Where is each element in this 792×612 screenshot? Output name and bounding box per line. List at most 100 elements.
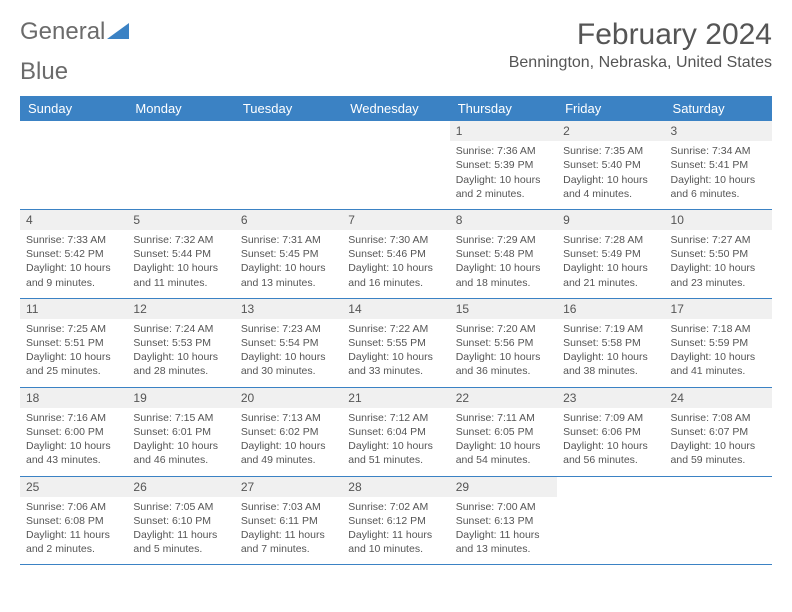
sunrise-text: Sunrise: 7:16 AM [26,411,121,425]
sunset-text: Sunset: 6:04 PM [348,425,443,439]
daylight-text: Daylight: 10 hours and 2 minutes. [456,173,551,201]
day-number-strip: 8 [450,210,557,230]
sunset-text: Sunset: 6:12 PM [348,514,443,528]
day-number: 25 [26,479,121,495]
day-number-strip: 21 [342,388,449,408]
day-cell: 26 Sunrise: 7:05 AMSunset: 6:10 PMDayligh… [127,477,234,565]
day-cell: 28Sunrise: 7:02 AMSunset: 6:12 PMDayligh… [342,477,449,565]
day-number: 10 [671,212,766,228]
sunset-text: Sunset: 5:40 PM [563,158,658,172]
day-number: 3 [671,123,766,139]
day-cell [235,121,342,209]
sunset-text: Sunset: 5:54 PM [241,336,336,350]
sunrise-text: Sunrise: 7:33 AM [26,233,121,247]
day-number: 17 [671,301,766,317]
sunset-text: Sunset: 5:59 PM [671,336,766,350]
daylight-text: Daylight: 10 hours and 18 minutes. [456,261,551,289]
title-block: February 2024 Bennington, Nebraska, Unit… [509,18,772,72]
sunset-text: Sunset: 5:51 PM [26,336,121,350]
brand-logo: General [20,18,129,46]
day-number: 11 [26,301,121,317]
day-number-strip: 29 [450,477,557,497]
daylight-text: Daylight: 11 hours and 5 minutes. [133,528,228,556]
sunset-text: Sunset: 5:48 PM [456,247,551,261]
sunrise-text: Sunrise: 7:28 AM [563,233,658,247]
day-number-strip: 11 [20,299,127,319]
daylight-text: Daylight: 10 hours and 41 minutes. [671,350,766,378]
day-cell: 18Sunrise: 7:16 AMSunset: 6:00 PMDayligh… [20,388,127,476]
day-number-strip: 23 [557,388,664,408]
day-cell: 15Sunrise: 7:20 AMSunset: 5:56 PMDayligh… [450,299,557,387]
day-number-strip: 4 [20,210,127,230]
sunset-text: Sunset: 6:11 PM [241,514,336,528]
daylight-text: Daylight: 10 hours and 56 minutes. [563,439,658,467]
sunrise-text: Sunrise: 7:13 AM [241,411,336,425]
daylight-text: Daylight: 10 hours and 43 minutes. [26,439,121,467]
day-number: 19 [133,390,228,406]
day-number: 29 [456,479,551,495]
day-number-strip: 12 [127,299,234,319]
logo-triangle-icon [107,23,129,39]
day-number: 26 [133,479,228,495]
day-number-strip: 20 [235,388,342,408]
sunrise-text: Sunrise: 7:32 AM [133,233,228,247]
day-number-strip: 25 [20,477,127,497]
daylight-text: Daylight: 10 hours and 9 minutes. [26,261,121,289]
sunset-text: Sunset: 5:42 PM [26,247,121,261]
sunset-text: Sunset: 5:56 PM [456,336,551,350]
day-cell: 6Sunrise: 7:31 AMSunset: 5:45 PMDaylight… [235,210,342,298]
day-number-strip [665,477,772,481]
sunrise-text: Sunrise: 7:05 AM [133,500,228,514]
dow-wednesday: Wednesday [342,96,449,121]
day-cell: 1Sunrise: 7:36 AMSunset: 5:39 PMDaylight… [450,121,557,209]
day-number: 22 [456,390,551,406]
sunrise-text: Sunrise: 7:35 AM [563,144,658,158]
sunset-text: Sunset: 5:55 PM [348,336,443,350]
day-number-strip: 18 [20,388,127,408]
calendar-week: 18Sunrise: 7:16 AMSunset: 6:00 PMDayligh… [20,388,772,477]
day-number: 20 [241,390,336,406]
sunset-text: Sunset: 6:08 PM [26,514,121,528]
day-cell: 5Sunrise: 7:32 AMSunset: 5:44 PMDaylight… [127,210,234,298]
day-number: 27 [241,479,336,495]
sunrise-text: Sunrise: 7:08 AM [671,411,766,425]
daylight-text: Daylight: 10 hours and 30 minutes. [241,350,336,378]
day-number-strip: 2 [557,121,664,141]
day-cell: 2Sunrise: 7:35 AMSunset: 5:40 PMDaylight… [557,121,664,209]
day-number: 9 [563,212,658,228]
day-cell: 17Sunrise: 7:18 AMSunset: 5:59 PMDayligh… [665,299,772,387]
day-number: 6 [241,212,336,228]
day-cell: 19Sunrise: 7:15 AMSunset: 6:01 PMDayligh… [127,388,234,476]
day-cell [557,477,664,565]
sunset-text: Sunset: 5:44 PM [133,247,228,261]
sunrise-text: Sunrise: 7:02 AM [348,500,443,514]
daylight-text: Daylight: 11 hours and 10 minutes. [348,528,443,556]
day-cell: 7Sunrise: 7:30 AMSunset: 5:46 PMDaylight… [342,210,449,298]
calendar-week: 1Sunrise: 7:36 AMSunset: 5:39 PMDaylight… [20,121,772,210]
calendar-body: 1Sunrise: 7:36 AMSunset: 5:39 PMDaylight… [20,121,772,565]
daylight-text: Daylight: 10 hours and 59 minutes. [671,439,766,467]
daylight-text: Daylight: 10 hours and 6 minutes. [671,173,766,201]
sunset-text: Sunset: 6:10 PM [133,514,228,528]
dow-friday: Friday [557,96,664,121]
day-cell: 3Sunrise: 7:34 AMSunset: 5:41 PMDaylight… [665,121,772,209]
day-number-strip: 1 [450,121,557,141]
daylight-text: Daylight: 10 hours and 54 minutes. [456,439,551,467]
sunset-text: Sunset: 5:58 PM [563,336,658,350]
day-number: 8 [456,212,551,228]
calendar-week: 25Sunrise: 7:06 AMSunset: 6:08 PMDayligh… [20,477,772,566]
sunset-text: Sunset: 6:01 PM [133,425,228,439]
day-cell: 16Sunrise: 7:19 AMSunset: 5:58 PMDayligh… [557,299,664,387]
daylight-text: Daylight: 10 hours and 23 minutes. [671,261,766,289]
daylight-text: Daylight: 10 hours and 49 minutes. [241,439,336,467]
day-number-strip [20,121,127,125]
day-number-strip: 13 [235,299,342,319]
daylight-text: Daylight: 10 hours and 25 minutes. [26,350,121,378]
day-number: 5 [133,212,228,228]
dow-monday: Monday [127,96,234,121]
dow-thursday: Thursday [450,96,557,121]
day-cell [127,121,234,209]
sunset-text: Sunset: 5:45 PM [241,247,336,261]
day-number: 23 [563,390,658,406]
sunset-text: Sunset: 5:41 PM [671,158,766,172]
